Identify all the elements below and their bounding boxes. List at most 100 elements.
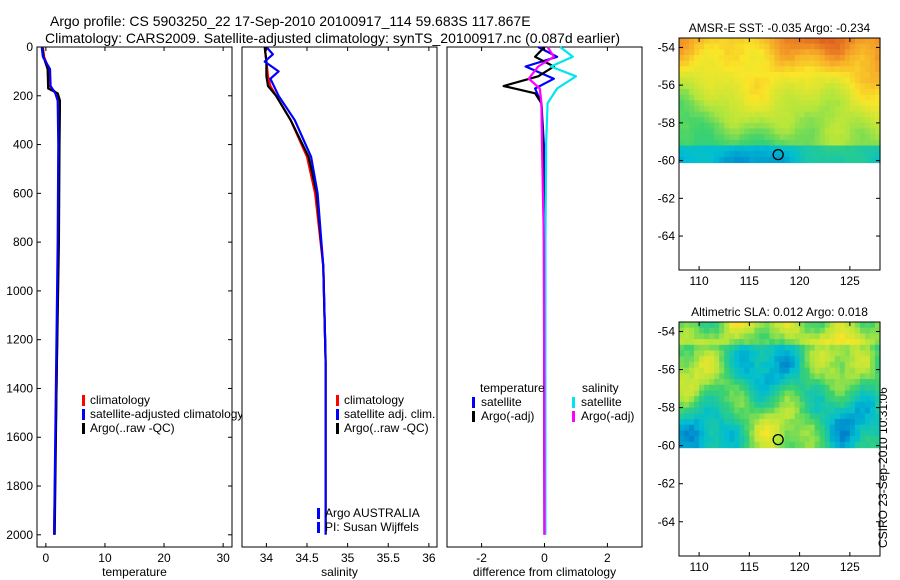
heatmap-cell <box>684 339 690 346</box>
heatmap-cell <box>734 396 740 403</box>
heatmap-cell <box>769 344 776 352</box>
heatmap-cell <box>804 117 811 124</box>
heatmap-cell <box>784 333 791 340</box>
heatmap-cell <box>719 94 725 101</box>
heatmap-cell <box>689 145 695 152</box>
heatmap-cell <box>729 413 735 420</box>
heatmap-cell <box>839 430 846 437</box>
heatmap-cell <box>834 117 841 124</box>
heatmap-cell <box>679 430 685 437</box>
heatmap-cell <box>829 333 836 340</box>
heatmap-cell <box>679 436 685 443</box>
heatmap-cell <box>709 60 715 67</box>
heatmap-cell <box>709 94 715 101</box>
heatmap-cell <box>779 413 786 420</box>
heatmap-cell <box>769 390 776 397</box>
heatmap-cell <box>704 413 710 420</box>
heatmap-cell <box>714 436 720 443</box>
heatmap-cell <box>784 128 791 135</box>
heatmap-cell <box>699 71 705 79</box>
heatmap-cell <box>804 327 811 335</box>
heatmap-cell <box>824 54 831 62</box>
heatmap-cell <box>719 66 725 73</box>
heatmap-cell <box>869 94 876 101</box>
heatmap-cell <box>689 94 695 101</box>
heatmap-cell <box>699 344 705 352</box>
argo-position-marker <box>772 148 784 161</box>
heatmap-cell <box>704 83 710 90</box>
heatmap-cell <box>874 424 881 432</box>
heatmap-cell <box>754 66 761 73</box>
heatmap-cell <box>854 100 861 107</box>
heatmap-cell <box>869 436 876 443</box>
heatmap-cell <box>774 111 781 118</box>
heatmap-cell <box>729 122 735 130</box>
annotation-text: PI: Susan Wijffels <box>325 520 419 534</box>
heatmap-cell <box>789 38 796 45</box>
heatmap-cell <box>829 339 836 346</box>
heatmap-cell <box>874 361 881 369</box>
heatmap-cell <box>689 60 695 67</box>
heatmap-cell <box>849 139 856 147</box>
heatmap-cell <box>824 139 831 147</box>
heatmap-cell <box>689 156 695 164</box>
heatmap-cell <box>754 54 761 62</box>
heatmap-cell <box>694 117 700 124</box>
heatmap-cell <box>824 430 831 437</box>
heatmap-cell <box>744 77 750 84</box>
heatmap-cell <box>704 128 710 135</box>
heatmap-cell <box>764 401 771 409</box>
heatmap-cell <box>789 361 796 369</box>
heatmap-cell <box>779 384 786 392</box>
heatmap-cell <box>679 49 685 56</box>
heatmap-cell <box>694 419 700 426</box>
heatmap-cell <box>754 401 761 409</box>
y-tick-label: 1800 <box>6 479 33 493</box>
heatmap-cell <box>749 322 755 329</box>
heatmap-cell <box>719 441 725 449</box>
heatmap-cell <box>839 333 846 340</box>
heatmap-cell <box>714 413 720 420</box>
heatmap-cell <box>714 322 720 329</box>
heatmap-cell <box>824 344 831 352</box>
heatmap-cell <box>764 344 771 352</box>
heatmap-cell <box>859 356 866 363</box>
heatmap-cell <box>749 139 755 147</box>
heatmap-cell <box>829 379 836 386</box>
plot-frame <box>36 46 233 548</box>
heatmap-cell <box>754 60 761 67</box>
heatmap-cell <box>784 419 791 426</box>
heatmap-cell <box>769 54 776 62</box>
heatmap-cell <box>819 145 826 152</box>
heatmap-cell <box>704 322 710 329</box>
heatmap-cell <box>734 339 740 346</box>
heatmap-cell <box>854 128 861 135</box>
heatmap-cell <box>709 88 715 96</box>
y-tick-label: 1600 <box>6 430 33 444</box>
heatmap-cell <box>734 128 740 135</box>
heatmap-cell <box>759 322 766 329</box>
heatmap-cell <box>824 436 831 443</box>
heatmap-cell <box>874 128 881 135</box>
heatmap-cell <box>759 94 766 101</box>
heatmap-cell <box>744 396 750 403</box>
heatmap-cell <box>679 424 685 432</box>
heatmap-cell <box>749 401 755 409</box>
heatmap-cell <box>704 419 710 426</box>
heatmap-cell <box>724 327 730 335</box>
heatmap-cell <box>709 350 715 357</box>
heatmap-cell <box>694 66 700 73</box>
heatmap-cell <box>739 156 745 164</box>
heatmap-cell <box>699 105 705 113</box>
heatmap-cell <box>744 105 750 113</box>
heatmap-cell <box>854 430 861 437</box>
heatmap-cell <box>789 134 796 141</box>
heatmap-cell <box>769 424 776 432</box>
heatmap-cell <box>814 100 821 107</box>
heatmap-cell <box>834 111 841 118</box>
heatmap-cell <box>709 122 715 130</box>
heatmap-cell <box>774 419 781 426</box>
heatmap-cell <box>694 373 700 380</box>
